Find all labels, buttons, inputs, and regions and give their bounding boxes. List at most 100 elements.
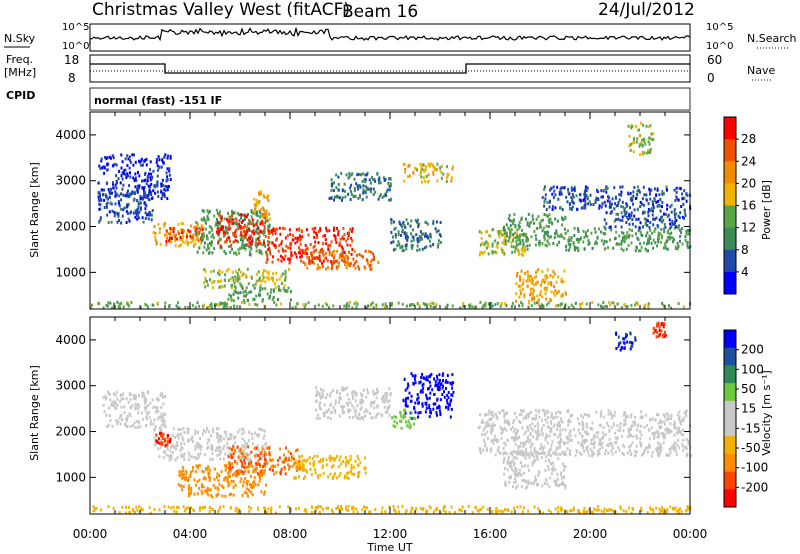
- heatmap-cell: [357, 172, 360, 176]
- heatmap-cell: [661, 200, 664, 204]
- heatmap-cell: [134, 185, 137, 189]
- heatmap-cell: [490, 412, 493, 416]
- heatmap-cell: [338, 414, 341, 418]
- heatmap-cell: [369, 412, 371, 415]
- heatmap-cell: [592, 203, 595, 206]
- heatmap-cell: [615, 230, 618, 234]
- heatmap-cell: [217, 427, 220, 431]
- heatmap-cell: [433, 377, 436, 381]
- heatmap-cell: [216, 454, 219, 457]
- heatmap-cell: [510, 427, 512, 431]
- heatmap-cell: [347, 460, 350, 464]
- heatmap-cell: [417, 415, 419, 419]
- heatmap-cell: [414, 401, 417, 405]
- heatmap-cell: [233, 251, 235, 255]
- heatmap-cell: [215, 432, 218, 436]
- heatmap-cell: [188, 491, 190, 495]
- heatmap-cell: [263, 449, 266, 453]
- heatmap-cell: [169, 453, 172, 457]
- heatmap-cell: [316, 233, 318, 237]
- heatmap-cell: [190, 489, 193, 493]
- heatmap-cell: [667, 428, 670, 432]
- heatmap-cell: [201, 235, 204, 238]
- heatmap-cell: [607, 451, 610, 455]
- heatmap-cell: [232, 473, 234, 477]
- heatmap-cell: [352, 194, 355, 198]
- heatmap-cell: [118, 204, 121, 208]
- heatmap-cell: [198, 304, 201, 308]
- heatmap-cell: [349, 454, 352, 458]
- heatmap-cell: [534, 234, 537, 238]
- heatmap-cell: [158, 165, 161, 169]
- heatmap-cell: [178, 470, 181, 474]
- heatmap-cell: [635, 301, 638, 305]
- heatmap-cell: [536, 294, 539, 298]
- heatmap-cell: [180, 222, 183, 225]
- heatmap-cell: [142, 197, 144, 201]
- heatmap-cell: [558, 192, 561, 196]
- heatmap-cell: [219, 451, 222, 455]
- heatmap-cell: [529, 292, 532, 296]
- heatmap-cell: [257, 483, 260, 487]
- heatmap-cell: [234, 448, 236, 452]
- heatmap-cell: [247, 239, 250, 243]
- heatmap-cell: [659, 232, 662, 236]
- heatmap-cell: [540, 219, 543, 223]
- heatmap-cell: [167, 434, 169, 437]
- heatmap-cell: [508, 213, 511, 217]
- heatmap-cell: [167, 454, 170, 458]
- heatmap-cell: [503, 228, 505, 232]
- heatmap-cell: [548, 434, 551, 438]
- heatmap-cell: [490, 249, 493, 253]
- heatmap-cell: [268, 458, 271, 462]
- heatmap-cell: [523, 293, 526, 297]
- heatmap-cell: [275, 303, 278, 307]
- heatmap-cell: [533, 297, 536, 301]
- heatmap-cell: [258, 192, 260, 196]
- heatmap-cell: [253, 286, 256, 290]
- heatmap-cell: [158, 158, 161, 162]
- heatmap-cell: [389, 393, 392, 397]
- heatmap-cell: [646, 224, 649, 227]
- heatmap-cell: [547, 425, 550, 429]
- heatmap-cell: [528, 299, 531, 303]
- heatmap-cell: [372, 187, 375, 191]
- heatmap-cell: [503, 441, 506, 445]
- heatmap-cell: [482, 420, 485, 424]
- heatmap-cell: [153, 224, 156, 228]
- heatmap-cell: [669, 222, 672, 226]
- heatmap-cell: [203, 245, 206, 249]
- heatmap-cell: [530, 296, 533, 300]
- heatmap-cell: [225, 269, 228, 273]
- heatmap-cell: [107, 423, 110, 427]
- heatmap-cell: [632, 202, 634, 206]
- heatmap-cell: [172, 427, 175, 431]
- heatmap-cell: [270, 465, 273, 469]
- heatmap-cell: [516, 228, 519, 232]
- heatmap-cell: [247, 222, 250, 226]
- heatmap-cell: [512, 239, 515, 243]
- heatmap-cell: [436, 397, 439, 401]
- heatmap-cell: [250, 234, 253, 238]
- heatmap-cell: [234, 441, 236, 445]
- heatmap-cell: [146, 411, 149, 415]
- heatmap-cell: [553, 415, 556, 419]
- heatmap-cell: [256, 219, 259, 223]
- heatmap-cell: [113, 211, 116, 215]
- heatmap-cell: [361, 198, 364, 202]
- heatmap-cell: [163, 194, 166, 198]
- heatmap-cell: [372, 193, 375, 196]
- heatmap-cell: [685, 447, 688, 451]
- heatmap-cell: [641, 197, 644, 201]
- heatmap-cell: [663, 222, 666, 226]
- heatmap-cell: [383, 305, 386, 309]
- heatmap-cell: [564, 450, 567, 454]
- heatmap-cell: [647, 214, 650, 218]
- heatmap-cell: [132, 424, 135, 428]
- heatmap-cell: [176, 441, 179, 445]
- heatmap-cell: [661, 192, 664, 196]
- heatmap-cell: [420, 168, 422, 172]
- heatmap-cell: [347, 263, 350, 266]
- heatmap-cell: [256, 472, 259, 476]
- colorbar-tick-label: 24: [741, 154, 756, 168]
